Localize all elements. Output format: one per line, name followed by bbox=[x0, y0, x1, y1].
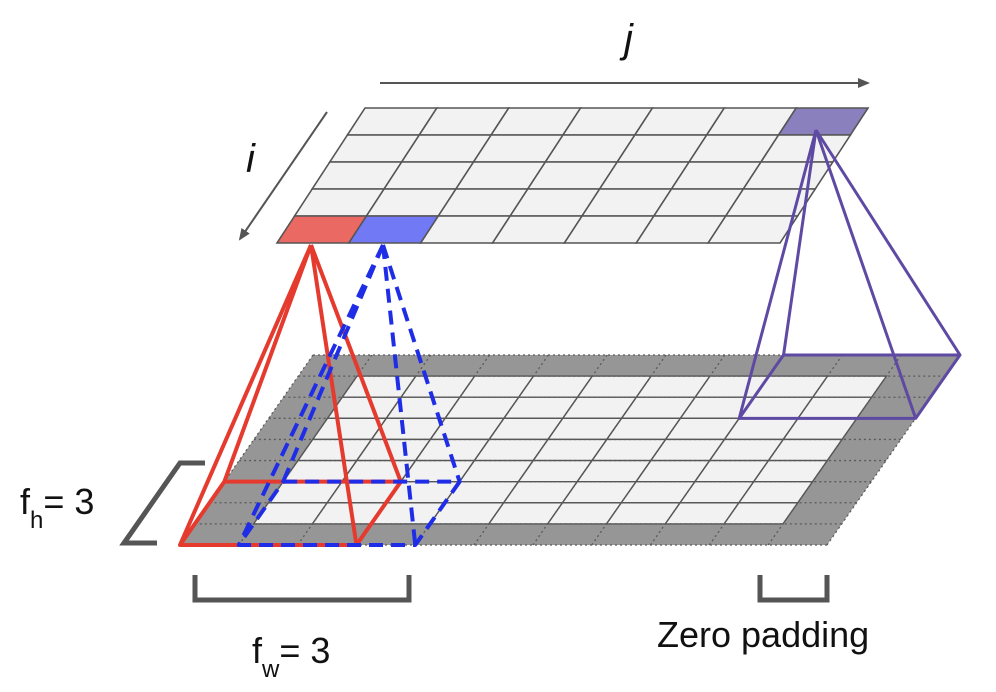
purple-filter-edge bbox=[814, 129, 918, 419]
padding-gridline bbox=[414, 354, 549, 546]
filter-height-bracket bbox=[119, 460, 205, 546]
purple-filter-edge bbox=[737, 129, 818, 419]
blue-filter-edge bbox=[381, 244, 418, 546]
purple-filter-edge bbox=[814, 129, 962, 356]
zero-padding-label: Zero padding bbox=[657, 614, 869, 655]
red-filter-edge bbox=[309, 244, 403, 483]
fh-value: = 3 bbox=[43, 481, 94, 522]
padding-gridline bbox=[179, 354, 314, 546]
padding-gridline bbox=[355, 354, 490, 546]
padding-gridline bbox=[473, 354, 608, 546]
padding-gridline bbox=[591, 354, 726, 546]
blue-filter-edge bbox=[237, 244, 385, 546]
filter-height-label: fh= 3 bbox=[20, 481, 94, 534]
fw-value: = 3 bbox=[279, 630, 330, 671]
padding-gridline bbox=[650, 354, 785, 546]
purple-receptive-field bbox=[737, 129, 962, 420]
red-filter-edge bbox=[222, 244, 313, 483]
padding-gridline bbox=[767, 354, 902, 546]
purple-filter-edge bbox=[782, 129, 818, 356]
fw-subscript: w bbox=[261, 656, 280, 683]
output-cell bbox=[706, 215, 800, 244]
input-feature-map bbox=[252, 375, 888, 525]
j-axis-label: j bbox=[619, 17, 634, 61]
padding-gridline bbox=[297, 354, 432, 546]
i-axis-label: i bbox=[246, 137, 256, 181]
blue-filter-edge bbox=[381, 244, 462, 483]
zero-padding-bracket bbox=[757, 575, 830, 603]
padding-gridline bbox=[238, 354, 373, 546]
output-feature-map bbox=[275, 107, 870, 244]
filter-width-bracket bbox=[192, 575, 412, 603]
input-layer bbox=[179, 354, 961, 546]
fh-subscript: h bbox=[30, 507, 43, 534]
red-filter-edge bbox=[178, 244, 313, 546]
i-axis-arrow bbox=[238, 111, 328, 241]
padding-gridline bbox=[826, 354, 961, 546]
padding-gridline bbox=[532, 354, 667, 546]
blue-receptive-field bbox=[236, 244, 462, 547]
padding-dotted-gridlines bbox=[179, 354, 961, 546]
fh-symbol: f bbox=[20, 481, 31, 522]
blue-filter-base bbox=[236, 479, 462, 547]
filter-width-label: fw= 3 bbox=[252, 630, 330, 683]
red-filter-edge bbox=[309, 244, 359, 546]
fw-symbol: f bbox=[252, 630, 263, 671]
padding-gridline bbox=[708, 354, 843, 546]
